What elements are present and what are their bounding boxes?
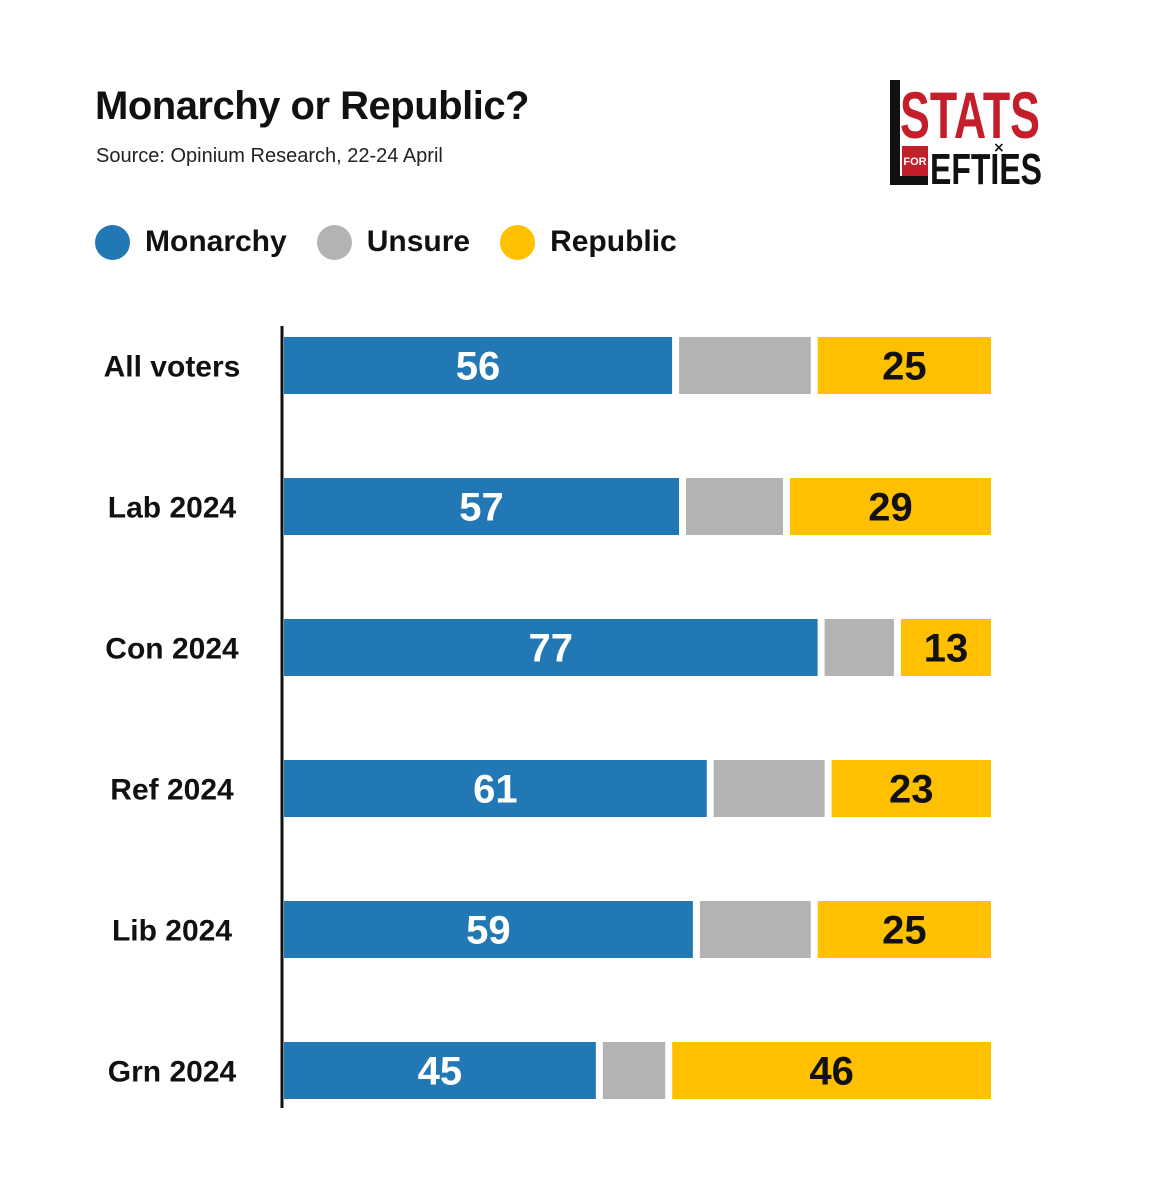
legend-label-unsure: Unsure: [366, 225, 471, 258]
logo-stats-text: STATS: [900, 80, 1040, 152]
bar-monarchy-ref-2024: [284, 760, 707, 817]
bar-republic-lab-2024: [790, 478, 991, 535]
logo-for-text: FOR: [903, 156, 926, 168]
value-label-monarchy-con-2024: 77: [529, 627, 574, 671]
chart-title: Monarchy or Republic?: [95, 84, 530, 128]
bar-monarchy-grn-2024: [284, 1042, 596, 1099]
legend-label-republic: Republic: [550, 225, 677, 258]
legend-dot-monarchy: [95, 224, 130, 260]
value-label-republic-lib-2024: 25: [882, 909, 927, 953]
value-label-republic-con-2024: 13: [924, 627, 969, 671]
bar-unsure-all-voters: [679, 337, 811, 394]
bar-republic-ref-2024: [831, 760, 991, 817]
value-label-monarchy-ref-2024: 61: [473, 768, 518, 812]
value-label-monarchy-lab-2024: 57: [459, 486, 504, 530]
logo-for-box: [902, 146, 928, 176]
value-label-republic-ref-2024: 23: [889, 768, 934, 812]
logo-ballot-x-mark: ×: [993, 140, 1005, 156]
logo-l-foot: [890, 176, 928, 185]
legend-dot-unsure: [316, 224, 352, 260]
bar-republic-lib-2024: [817, 901, 991, 958]
bar-republic-grn-2024: [672, 1042, 991, 1099]
category-label-grn-2024: Grn 2024: [108, 1056, 237, 1089]
legend-item-unsure: Unsure: [316, 224, 471, 260]
chart-subtitle: Source: Opinium Research, 22-24 April: [96, 145, 443, 167]
bar-republic-all-voters: [817, 337, 991, 394]
legend-dot-republic: [500, 224, 536, 260]
bar-unsure-grn-2024: [602, 1042, 666, 1099]
bar-unsure-lab-2024: [686, 478, 784, 535]
category-label-lab-2024: Lab 2024: [108, 492, 237, 525]
value-label-monarchy-grn-2024: 45: [418, 1050, 463, 1094]
value-label-monarchy-all-voters: 56: [456, 345, 501, 389]
bar-unsure-ref-2024: [713, 760, 825, 817]
category-label-all-voters: All voters: [104, 351, 241, 384]
value-label-republic-grn-2024: 46: [809, 1050, 854, 1094]
bar-unsure-lib-2024: [699, 901, 811, 958]
legend-item-monarchy: Monarchy: [95, 224, 287, 260]
category-label-ref-2024: Ref 2024: [110, 774, 234, 807]
bar-monarchy-lab-2024: [284, 478, 680, 535]
value-label-republic-lab-2024: 29: [868, 486, 913, 530]
legend: Monarchy Unsure Republic: [95, 222, 707, 262]
legend-item-republic: Republic: [500, 224, 677, 260]
value-label-republic-all-voters: 25: [882, 345, 927, 389]
bar-monarchy-all-voters: [284, 337, 673, 394]
logo-efties-text: EFTIES: [930, 145, 1042, 188]
value-label-monarchy-lib-2024: 59: [466, 909, 511, 953]
bar-republic-con-2024: [900, 619, 991, 676]
stats-for-lefties-logo: STATS FOR EFTIES ×: [890, 80, 1042, 188]
bar-monarchy-con-2024: [284, 619, 818, 676]
category-label-con-2024: Con 2024: [105, 633, 239, 666]
legend-label-monarchy: Monarchy: [145, 225, 287, 258]
category-label-lib-2024: Lib 2024: [112, 915, 232, 948]
bar-unsure-con-2024: [824, 619, 894, 676]
logo-l-bar: [890, 80, 900, 184]
bar-monarchy-lib-2024: [284, 901, 693, 958]
